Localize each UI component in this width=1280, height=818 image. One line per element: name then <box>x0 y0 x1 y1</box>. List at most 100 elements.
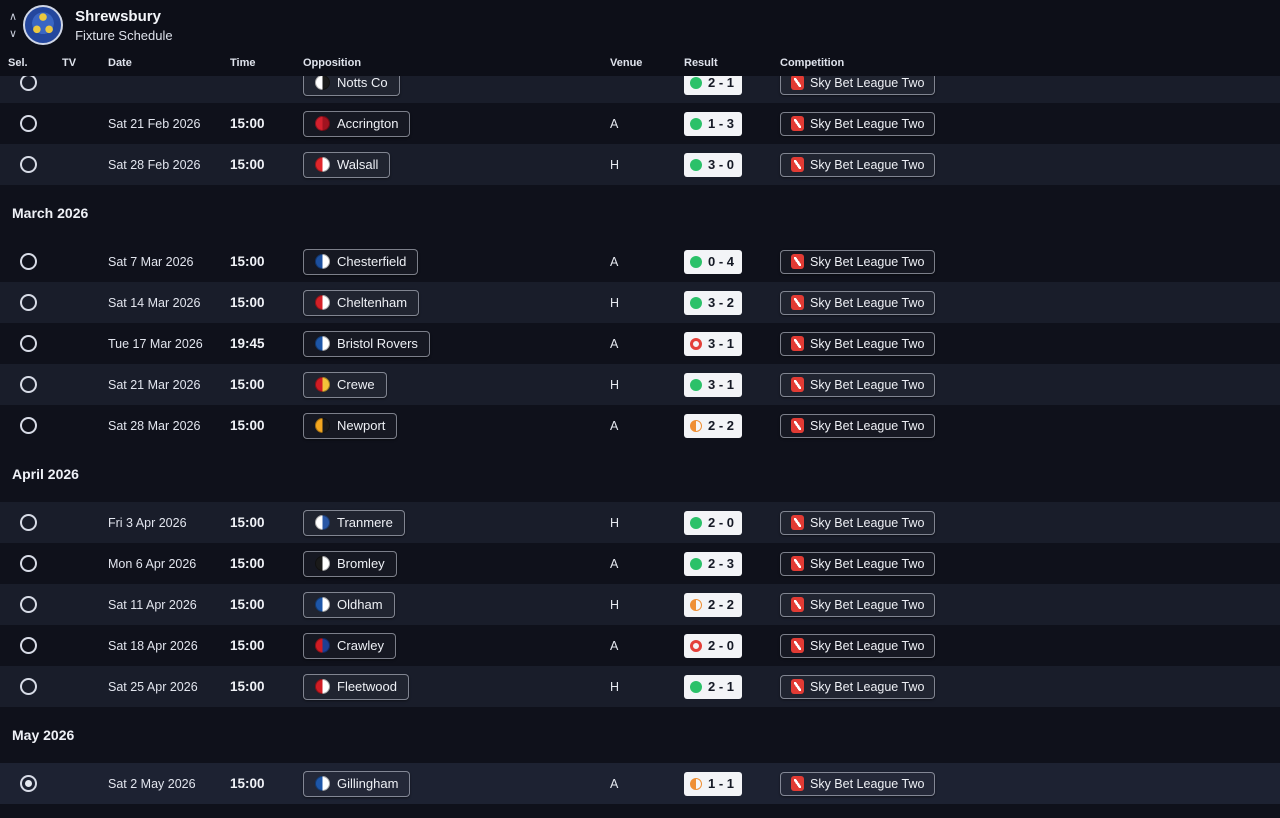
competition-button[interactable]: Sky Bet League Two <box>780 249 936 274</box>
competition-button[interactable]: Sky Bet League Two <box>780 152 936 177</box>
result-score: 3 - 1 <box>708 336 735 351</box>
fixture-row[interactable]: Sat 7 Mar 2026 15:00 Chesterfield A 0 - 4 Sky… <box>0 241 1280 282</box>
fixture-time: 15:00 <box>230 157 265 172</box>
column-header-date[interactable]: Date <box>108 57 132 69</box>
fixture-select-radio[interactable] <box>19 678 37 695</box>
fixture-row[interactable]: Sat 25 Apr 2026 15:00 Fleetwood H 2 - 1 Sky B… <box>0 666 1280 707</box>
result-score: 2 - 0 <box>708 515 735 530</box>
result-badge[interactable]: 3 - 2 <box>684 290 743 315</box>
fixture-select-radio[interactable] <box>19 637 37 654</box>
opposition-name: Bromley <box>337 556 385 571</box>
opposition-button[interactable]: Accrington <box>303 110 411 137</box>
opposition-button[interactable]: Crewe <box>303 371 387 398</box>
team-crest-icon <box>315 638 330 653</box>
fixture-select-radio[interactable] <box>19 775 37 792</box>
fixture-row[interactable]: Sat 21 Feb 2026 15:00 Accrington A 1 - 3 Sky … <box>0 103 1280 144</box>
fixture-venue: A <box>610 254 619 269</box>
fixture-select-radio[interactable] <box>19 294 37 311</box>
header-titles: Shrewsbury Fixture Schedule <box>75 8 173 43</box>
fixture-row[interactable]: Sat 14 Mar 2026 15:00 Cheltenham H 3 - 2 Sky … <box>0 282 1280 323</box>
opposition-button[interactable]: Tranmere <box>303 509 405 536</box>
fixture-select-radio[interactable] <box>19 156 37 173</box>
opposition-button[interactable]: Gillingham <box>303 770 411 797</box>
fixture-select-radio[interactable] <box>19 417 37 434</box>
opposition-button[interactable]: Oldham <box>303 591 395 618</box>
fixture-row[interactable]: Sat 18 Apr 2026 15:00 Crawley A 2 - 0 Sky Bet… <box>0 625 1280 666</box>
column-header-row: Sel. TV Date Time Opposition Venue Result Compe… <box>0 50 1280 76</box>
opposition-name: Walsall <box>337 157 379 172</box>
column-header-competition[interactable]: Competition <box>780 57 845 69</box>
competition-button[interactable]: Sky Bet League Two <box>780 290 936 315</box>
result-badge[interactable]: 2 - 2 <box>684 592 743 617</box>
opposition-button[interactable]: Bromley <box>303 550 397 577</box>
fixture-row[interactable]: Sat 2 May 2026 15:00 Gillingham A 1 - 1 Sky B… <box>0 763 1280 804</box>
opposition-button[interactable]: Walsall <box>303 151 391 178</box>
opposition-cell: Notts Co <box>290 76 600 96</box>
fixture-select-radio[interactable] <box>19 253 37 270</box>
fixture-row[interactable]: Sat 21 Mar 2026 15:00 Crewe H 3 - 1 Sky Bet L… <box>0 364 1280 405</box>
result-badge[interactable]: 1 - 1 <box>684 771 743 796</box>
fixture-date: Sat 25 Apr 2026 <box>108 679 198 694</box>
fixture-select-radio[interactable] <box>19 115 37 132</box>
result-badge[interactable]: 3 - 1 <box>684 372 743 397</box>
chevron-up-icon[interactable]: ∧ <box>9 10 18 23</box>
chevron-down-icon[interactable]: ∨ <box>9 27 18 40</box>
fixture-row[interactable]: Sat 28 Mar 2026 15:00 Newport A 2 - 2 Sky Bet… <box>0 405 1280 446</box>
fixture-venue: A <box>610 116 619 131</box>
fixture-row[interactable]: Fri 3 Apr 2026 15:00 Tranmere H 2 - 0 Sky Bet… <box>0 502 1280 543</box>
opposition-cell: Oldham <box>290 591 600 618</box>
result-badge[interactable]: 2 - 1 <box>684 674 743 699</box>
result-badge[interactable]: 2 - 3 <box>684 551 743 576</box>
competition-button[interactable]: Sky Bet League Two <box>780 551 936 576</box>
opposition-button[interactable]: Crawley <box>303 632 396 659</box>
competition-button[interactable]: Sky Bet League Two <box>780 111 936 136</box>
result-badge[interactable]: 0 - 4 <box>684 249 743 274</box>
result-score: 2 - 1 <box>708 76 735 90</box>
column-header-tv[interactable]: TV <box>62 57 77 69</box>
fixture-select-radio[interactable] <box>19 514 37 531</box>
sel-cell <box>0 775 56 792</box>
fixture-row[interactable]: Tue 17 Mar 2026 19:45 Bristol Rovers A 3 - 1… <box>0 323 1280 364</box>
fixture-select-radio[interactable] <box>19 76 37 91</box>
column-header-sel[interactable]: Sel. <box>8 57 28 69</box>
competition-button[interactable]: Sky Bet League Two <box>780 771 936 796</box>
competition-button[interactable]: Sky Bet League Two <box>780 413 936 438</box>
opposition-button[interactable]: Fleetwood <box>303 673 409 700</box>
competition-button[interactable]: Sky Bet League Two <box>780 76 936 95</box>
result-badge[interactable]: 2 - 1 <box>684 76 743 95</box>
opposition-button[interactable]: Cheltenham <box>303 289 420 316</box>
competition-button[interactable]: Sky Bet League Two <box>780 674 936 699</box>
fixture-row[interactable]: Sat 11 Apr 2026 15:00 Oldham H 2 - 2 Sky Bet … <box>0 584 1280 625</box>
fixture-row[interactable]: Mon 6 Apr 2026 15:00 Bromley A 2 - 3 Sky Bet … <box>0 543 1280 584</box>
column-header-time[interactable]: Time <box>230 57 256 69</box>
result-badge[interactable]: 2 - 0 <box>684 633 743 658</box>
competition-button[interactable]: Sky Bet League Two <box>780 592 936 617</box>
column-header-opposition[interactable]: Opposition <box>303 57 362 69</box>
result-badge[interactable]: 1 - 3 <box>684 111 743 136</box>
result-badge[interactable]: 3 - 1 <box>684 331 743 356</box>
opposition-cell: Gillingham <box>290 770 600 797</box>
efl-league-badge-icon <box>791 377 804 392</box>
competition-button[interactable]: Sky Bet League Two <box>780 331 936 356</box>
result-cell: 3 - 1 <box>664 372 776 397</box>
fixture-row[interactable]: Sat 28 Feb 2026 15:00 Walsall H 3 - 0 Sky Bet… <box>0 144 1280 185</box>
fixture-select-radio[interactable] <box>19 555 37 572</box>
fixture-select-radio[interactable] <box>19 376 37 393</box>
opposition-button[interactable]: Chesterfield <box>303 248 419 275</box>
opposition-button[interactable]: Notts Co <box>303 76 400 96</box>
competition-button[interactable]: Sky Bet League Two <box>780 633 936 658</box>
competition-button[interactable]: Sky Bet League Two <box>780 510 936 535</box>
fixture-select-radio[interactable] <box>19 596 37 613</box>
result-draw-icon <box>690 598 702 611</box>
column-header-result[interactable]: Result <box>684 57 718 69</box>
team-crest-icon <box>315 556 330 571</box>
result-badge[interactable]: 2 - 2 <box>684 413 743 438</box>
competition-button[interactable]: Sky Bet League Two <box>780 372 936 397</box>
opposition-button[interactable]: Bristol Rovers <box>303 330 430 357</box>
result-badge[interactable]: 3 - 0 <box>684 152 743 177</box>
opposition-button[interactable]: Newport <box>303 412 398 439</box>
column-header-venue[interactable]: Venue <box>610 57 643 69</box>
fixture-row[interactable]: Notts Co 2 - 1 Sky Bet League Two <box>0 76 1280 103</box>
fixture-select-radio[interactable] <box>19 335 37 352</box>
result-badge[interactable]: 2 - 0 <box>684 510 743 535</box>
